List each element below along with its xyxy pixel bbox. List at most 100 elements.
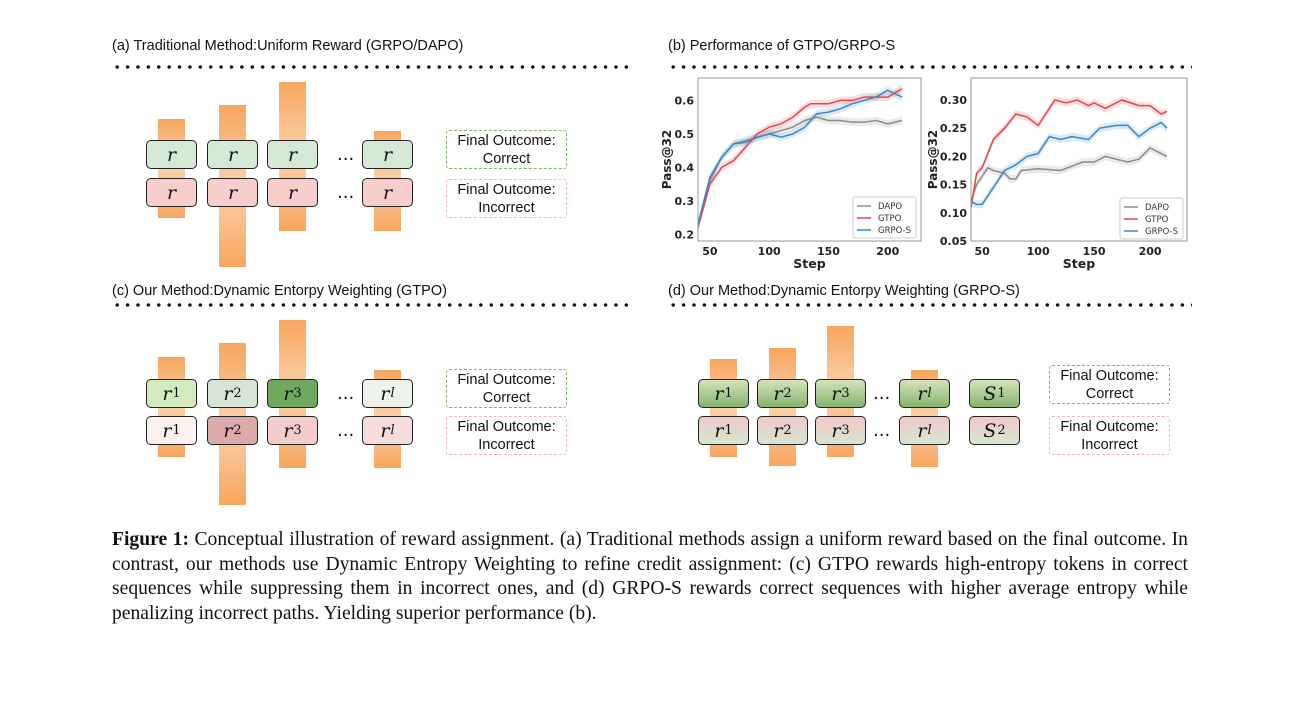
panel-c-title: (c) Our Method:Dynamic Entorpy Weighting…: [112, 283, 447, 299]
token-subscript: 1: [172, 386, 181, 401]
legend-label: GRPO-S: [1145, 227, 1178, 237]
token-symbol: S: [983, 419, 997, 442]
token-subscript: 2: [783, 386, 792, 401]
token-symbol: r: [714, 419, 724, 442]
token-symbol: r: [283, 382, 293, 405]
panel-c-divider: [112, 303, 632, 307]
token-subscript: 3: [841, 386, 850, 401]
x-tick-label: 200: [876, 245, 899, 258]
correct-token-reward: r: [146, 140, 197, 169]
y-tick-label: 0.20: [940, 150, 967, 163]
token-subscript: 1: [997, 386, 1006, 401]
correct-token-reward: r: [267, 140, 318, 169]
series-line-grpo-s: [697, 89, 903, 225]
ellipsis: ...: [873, 383, 891, 404]
series-band-grpo-s: [971, 118, 1167, 209]
token-subscript: 1: [724, 386, 733, 401]
outcome-label: Final Outcome:: [457, 372, 556, 388]
y-tick-label: 0.05: [940, 235, 967, 248]
chart-1: 50 100 150 200 0.2 0.3 0.4 0.5 0.6 Step Pass@32 DAP…: [660, 77, 922, 271]
outcome-correct-box: Final Outcome: Correct: [1049, 365, 1170, 404]
outcome-correct-box: Final Outcome: Correct: [446, 369, 567, 408]
chart-2: 50 100 150 200 0.05 0.10 0.15 0.20 0.25 0.30 Step P…: [926, 77, 1188, 271]
y-tick-label: 0.10: [940, 207, 967, 220]
y-tick-label: 0.5: [675, 128, 695, 141]
token-symbol: r: [917, 419, 927, 442]
token-symbol: r: [223, 419, 233, 442]
x-tick-label: 50: [975, 245, 991, 258]
y-tick-label: 0.30: [940, 94, 967, 107]
token-symbol: r: [831, 419, 841, 442]
y-tick-label: 0.25: [940, 122, 967, 135]
y-tick-label: 0.3: [675, 195, 695, 208]
token-symbol: r: [380, 419, 390, 442]
legend-box: [852, 196, 917, 239]
token-symbol: r: [227, 181, 238, 204]
y-tick-label: 0.6: [675, 94, 695, 107]
token-symbol: r: [162, 382, 172, 405]
panel-d-title: (d) Our Method:Dynamic Entorpy Weighting…: [668, 283, 1020, 299]
token-symbol: r: [382, 181, 393, 204]
token-symbol: r: [714, 382, 724, 405]
legend: DAPO GTPO GRPO-S: [1119, 197, 1184, 240]
token-symbol: r: [223, 382, 233, 405]
legend-label: GTPO: [1145, 215, 1169, 225]
token-subscript: 2: [783, 423, 792, 438]
panel-b-title: (b) Performance of GTPO/GRPO-S: [668, 38, 896, 54]
series-band-gtpo: [698, 84, 903, 232]
outcome-label: Final Outcome:: [457, 419, 556, 435]
token-symbol: r: [166, 181, 177, 204]
legend: DAPO GTPO GRPO-S: [852, 196, 917, 239]
correct-token-reward: r: [362, 140, 413, 169]
outcome-label: Correct: [1085, 386, 1134, 402]
token-symbol: r: [283, 419, 293, 442]
outcome-label: Incorrect: [478, 437, 535, 453]
performance-charts: 50 100 150 200 0.2 0.3 0.4 0.5 0.6 Step Pass@32 DAP…: [660, 77, 1188, 271]
x-axis-label: Step: [1063, 256, 1095, 271]
token-subscript: 2: [233, 386, 242, 401]
outcome-incorrect-box: Final Outcome: Incorrect: [446, 179, 567, 218]
y-tick-label: 0.2: [675, 228, 695, 241]
ellipsis: ...: [873, 420, 891, 441]
token-symbol: r: [166, 143, 177, 166]
token-symbol: r: [773, 419, 783, 442]
panel-d-divider: [668, 303, 1192, 307]
series-band-gtpo: [971, 96, 1167, 212]
outcome-label: Correct: [482, 151, 531, 167]
token-symbol: r: [227, 143, 238, 166]
legend-label: GTPO: [878, 214, 902, 224]
token-subscript: l: [390, 386, 395, 401]
series-line-gtpo: [697, 88, 903, 228]
ellipsis: ...: [337, 182, 355, 203]
outcome-label: Final Outcome:: [1060, 419, 1159, 435]
incorrect-token-reward: r: [146, 178, 197, 207]
correct-token-reward: r: [207, 140, 258, 169]
series-line-grpo-s: [970, 121, 1168, 206]
token-symbol: r: [773, 382, 783, 405]
token-symbol: r: [917, 382, 927, 405]
caption-text: Conceptual illustration of reward assign…: [112, 529, 1188, 624]
token-subscript: 1: [724, 423, 733, 438]
x-tick-label: 100: [758, 245, 781, 258]
ellipsis: ...: [337, 144, 355, 165]
outcome-incorrect-box: Final Outcome: Incorrect: [1049, 416, 1170, 455]
incorrect-token-reward: r: [362, 178, 413, 207]
incorrect-token-reward: r: [207, 178, 258, 207]
x-tick-label: 200: [1139, 245, 1162, 258]
panel-a-title: (a) Traditional Method:Uniform Reward (G…: [112, 38, 464, 54]
legend-label: DAPO: [1145, 203, 1169, 213]
token-subscript: l: [927, 386, 932, 401]
outcome-label: Final Outcome:: [457, 133, 556, 149]
y-axis-label: Pass@32: [926, 130, 940, 190]
token-subscript: 3: [293, 386, 302, 401]
